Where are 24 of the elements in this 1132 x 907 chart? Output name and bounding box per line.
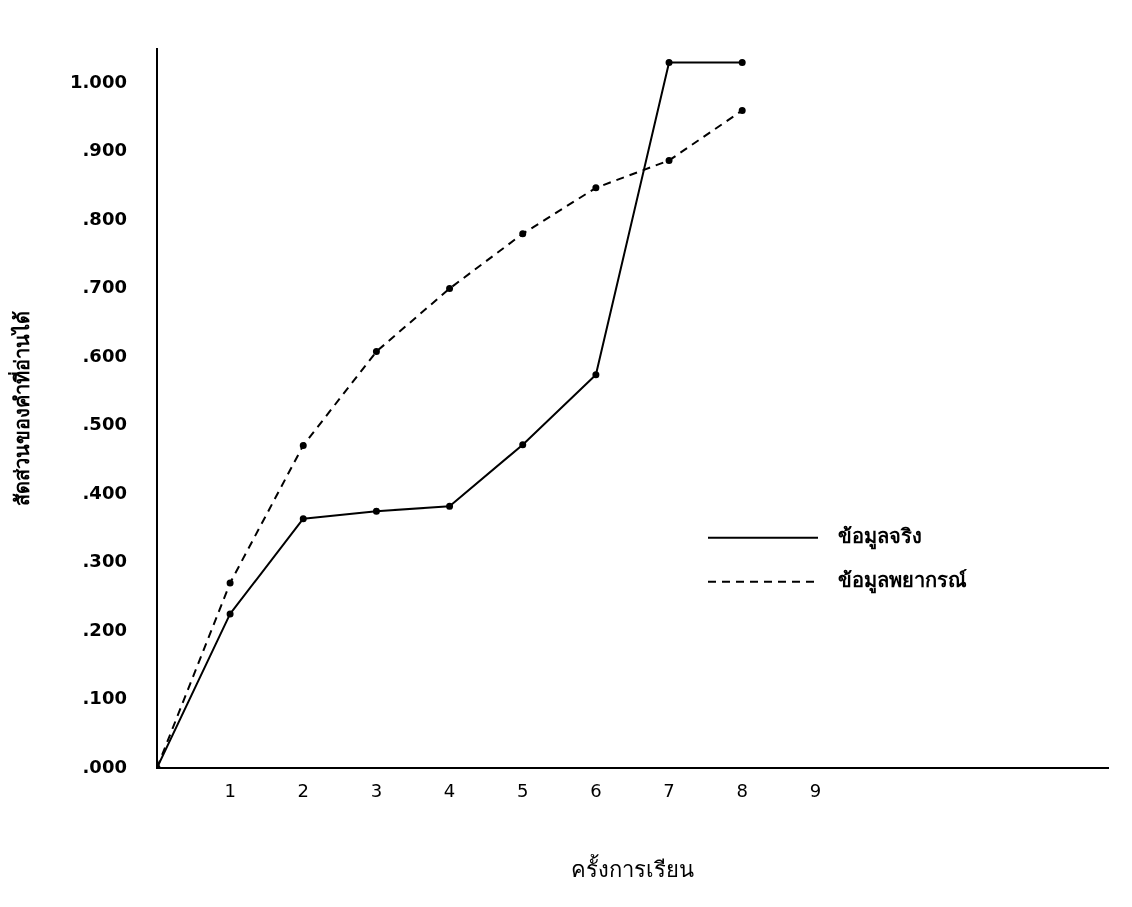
text: ข้อมูลจริง [838,524,922,551]
x-tick-label: 6 [590,780,602,802]
y-tick-label: .100 [82,687,127,709]
y-tick-label: .500 [82,413,127,435]
y-tick-label: .900 [82,139,127,161]
y-axis-title: สัดส่วนของคำที่อ่านได้ [7,310,35,506]
y-tick-label: .200 [82,618,127,640]
y-tick-label: .300 [82,550,127,572]
y-tick-label: .000 [82,755,127,777]
x-tick-label: 2 [297,780,309,802]
x-tick-label: 5 [517,780,529,802]
y-tick-label: .700 [82,276,127,298]
text: ข้อมูลพยากรณ์ [838,568,967,595]
y-tick-label: .800 [82,207,127,229]
y-tick-label: .400 [82,481,127,503]
x-tick-label: 9 [809,780,822,802]
x-axis-title: ครั้งการเรียน [570,853,694,882]
y-tick-label: 1.000 [70,70,127,92]
x-tick-label: 7 [663,780,675,802]
x-tick-label: 4 [443,780,456,802]
y-tick-label: .600 [82,344,127,366]
x-tick-label: 1 [224,780,236,802]
x-tick-label: 3 [370,780,383,802]
x-tick-label: 8 [736,780,748,802]
